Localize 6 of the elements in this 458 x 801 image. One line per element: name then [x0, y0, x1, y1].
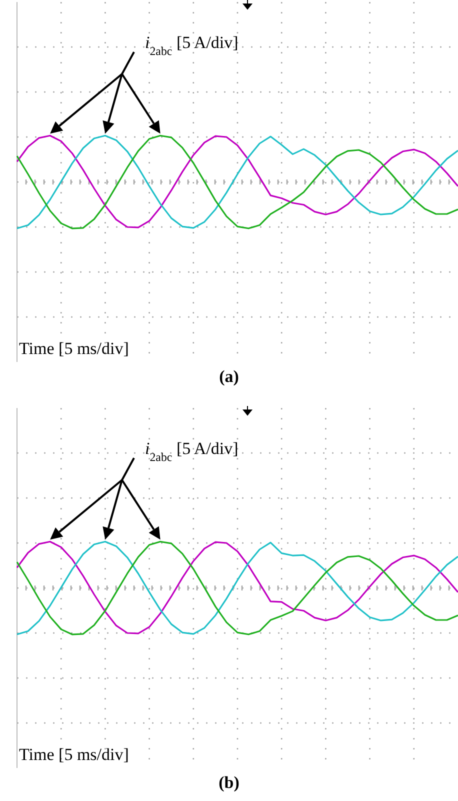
text: Time [5 ms/div] [19, 745, 129, 764]
text: (a) [219, 367, 239, 386]
text: i$_{2abc}$ [5 A/div] [145, 33, 238, 58]
text: Time [5 ms/div] [19, 339, 129, 358]
text: (b) [218, 773, 240, 792]
text: i$_{2abc}$ [5 A/div] [145, 439, 238, 464]
